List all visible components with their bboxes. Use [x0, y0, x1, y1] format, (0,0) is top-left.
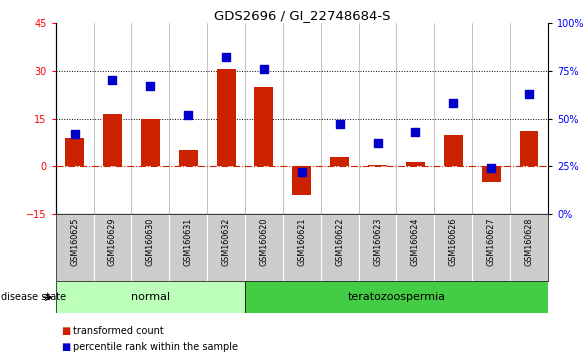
Text: percentile rank within the sample: percentile rank within the sample	[73, 342, 239, 352]
Bar	[141, 119, 160, 166]
Text: GSM160625: GSM160625	[70, 217, 79, 266]
Bar	[406, 161, 425, 166]
Bar	[56, 281, 245, 313]
Point	[146, 83, 155, 89]
Text: GSM160623: GSM160623	[373, 217, 382, 266]
Text: GSM160632: GSM160632	[222, 217, 230, 266]
Text: GSM160620: GSM160620	[260, 217, 268, 266]
Bar	[254, 87, 274, 166]
Point	[108, 78, 117, 83]
Title: GDS2696 / GI_22748684-S: GDS2696 / GI_22748684-S	[213, 9, 390, 22]
Text: GSM160627: GSM160627	[486, 217, 496, 266]
Bar	[292, 166, 311, 195]
Text: GSM160628: GSM160628	[524, 217, 533, 266]
Bar	[482, 166, 500, 182]
Bar	[444, 135, 463, 166]
Text: GSM160621: GSM160621	[297, 217, 306, 266]
Point	[70, 131, 79, 137]
Point	[259, 66, 268, 72]
Bar	[368, 165, 387, 166]
Point	[297, 169, 306, 175]
Text: teratozoospermia: teratozoospermia	[347, 292, 445, 302]
Point	[448, 101, 458, 106]
Point	[373, 141, 382, 146]
Point	[183, 112, 193, 118]
Text: ■: ■	[62, 342, 71, 352]
Text: normal: normal	[131, 292, 170, 302]
Text: GSM160629: GSM160629	[108, 217, 117, 266]
Bar	[245, 281, 548, 313]
Text: disease state: disease state	[1, 292, 66, 302]
Text: ■: ■	[62, 326, 71, 336]
Point	[486, 165, 496, 171]
Text: GSM160631: GSM160631	[183, 217, 193, 266]
Bar	[179, 150, 197, 166]
Bar	[330, 157, 349, 166]
Point	[524, 91, 534, 97]
Text: GSM160630: GSM160630	[146, 217, 155, 266]
Text: GSM160622: GSM160622	[335, 217, 344, 266]
Bar	[65, 138, 84, 166]
Text: transformed count: transformed count	[73, 326, 164, 336]
Point	[411, 129, 420, 135]
Bar	[217, 69, 236, 166]
Text: GSM160624: GSM160624	[411, 217, 420, 266]
Point	[222, 55, 231, 60]
Bar	[103, 114, 122, 166]
Point	[335, 121, 345, 127]
Text: GSM160626: GSM160626	[449, 217, 458, 266]
Bar	[520, 131, 539, 166]
